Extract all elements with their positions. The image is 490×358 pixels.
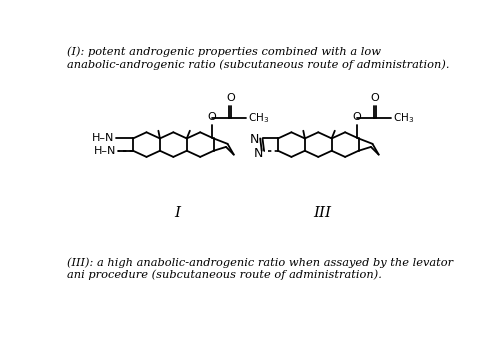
- Text: N: N: [250, 134, 259, 146]
- Text: CH$_3$: CH$_3$: [248, 112, 269, 125]
- Text: ani procedure (subcutaneous route of administration).: ani procedure (subcutaneous route of adm…: [67, 269, 382, 280]
- Text: H–N: H–N: [92, 134, 115, 144]
- Text: anabolic-androgenic ratio (subcutaneous route of administration).: anabolic-androgenic ratio (subcutaneous …: [67, 59, 449, 70]
- Text: O: O: [371, 93, 380, 103]
- Text: (III): a high anabolic-androgenic ratio when assayed by the levator: (III): a high anabolic-androgenic ratio …: [67, 257, 453, 267]
- Text: O: O: [353, 112, 361, 122]
- Text: III: III: [314, 206, 331, 220]
- Text: N: N: [254, 146, 263, 160]
- Text: H–N: H–N: [94, 146, 116, 156]
- Text: I: I: [174, 206, 180, 220]
- Text: O: O: [226, 93, 235, 103]
- Text: (I): potent androgenic properties combined with a low: (I): potent androgenic properties combin…: [67, 47, 381, 57]
- Text: CH$_3$: CH$_3$: [392, 112, 414, 125]
- Text: O: O: [208, 112, 217, 122]
